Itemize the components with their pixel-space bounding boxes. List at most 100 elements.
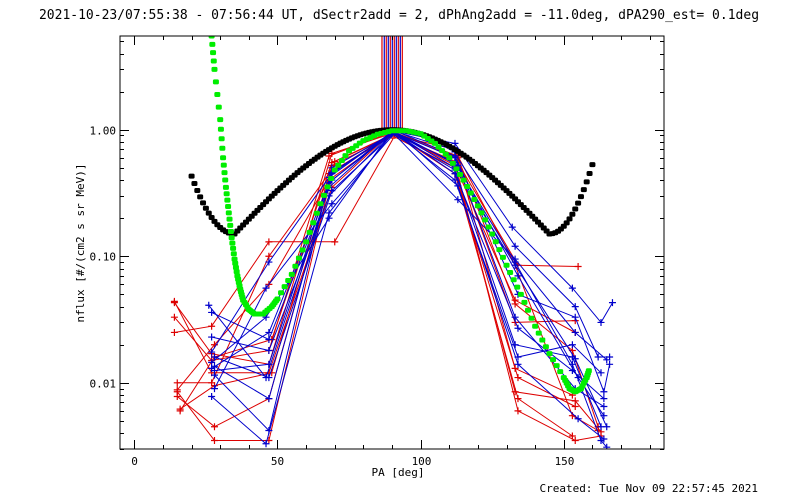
data-point: [173, 392, 181, 400]
model-point: [499, 254, 506, 260]
model-point: [233, 269, 240, 275]
model-point: [485, 224, 492, 230]
model-point: [585, 368, 592, 374]
model-point: [285, 277, 292, 283]
data-point: [600, 403, 608, 411]
model-point: [194, 187, 201, 193]
data-point: [208, 348, 216, 356]
model-point: [225, 204, 232, 210]
data-point: [325, 214, 333, 222]
model-point: [321, 192, 327, 198]
data-point: [514, 360, 522, 368]
data-point: [265, 347, 273, 355]
model-point: [217, 126, 224, 132]
model-point: [457, 171, 463, 177]
data-point: [265, 374, 273, 382]
model-point: [467, 190, 474, 196]
data-point: [514, 407, 522, 415]
model-point: [202, 205, 209, 211]
series-line: [214, 132, 602, 389]
data-point: [210, 385, 218, 393]
data-point: [265, 258, 273, 266]
model-point: [205, 210, 212, 216]
series-line: [214, 130, 605, 440]
data-point: [571, 328, 579, 336]
series-line: [211, 131, 608, 448]
model-point: [572, 206, 579, 212]
chart-title: 2021-10-23/07:55:38 - 07:56:44 UT, dSect…: [39, 8, 759, 23]
data-point: [511, 255, 519, 263]
data-point: [574, 415, 582, 423]
data-point: [265, 335, 273, 343]
model-point: [310, 220, 317, 226]
data-point: [208, 379, 216, 387]
model-point: [575, 200, 582, 206]
x-tick-label: 0: [131, 455, 138, 468]
data-point: [608, 299, 616, 307]
data-point: [208, 358, 216, 366]
data-point: [262, 284, 270, 292]
data-point: [597, 369, 605, 377]
model-point: [464, 184, 471, 190]
model-point: [211, 66, 218, 72]
model-point: [197, 194, 204, 200]
model-point: [583, 179, 590, 185]
data-point: [173, 379, 181, 387]
model-point: [557, 369, 564, 375]
data-point: [170, 313, 178, 321]
model-point: [566, 216, 573, 222]
series-line: [214, 131, 605, 399]
y-tick-label: 1.00: [90, 125, 117, 138]
data-point: [514, 324, 522, 332]
model-point: [281, 284, 288, 290]
model-point: [210, 58, 217, 64]
data-point: [568, 432, 576, 440]
model-point: [220, 155, 227, 161]
model-point: [510, 277, 517, 283]
model-point: [191, 181, 198, 187]
model-point: [335, 162, 342, 168]
data-point: [262, 440, 270, 448]
plot-area: [170, 36, 616, 449]
data-point: [568, 284, 576, 292]
model-point: [274, 296, 281, 302]
data-point: [571, 437, 579, 445]
model-point: [288, 271, 295, 277]
model-point: [214, 91, 221, 97]
data-point: [511, 261, 519, 269]
model-point: [331, 167, 338, 173]
model-point: [514, 284, 521, 290]
model-point: [528, 315, 535, 321]
data-point: [265, 427, 273, 435]
model-point: [219, 145, 226, 151]
model-point: [231, 256, 238, 262]
model-point: [230, 245, 237, 251]
model-point: [188, 173, 195, 179]
model-point: [553, 363, 560, 369]
x-tick-label: 100: [412, 455, 432, 468]
data-point: [571, 313, 579, 321]
model-point: [569, 211, 576, 217]
model-point: [586, 171, 593, 177]
model-point: [295, 255, 302, 261]
data-point: [454, 196, 462, 204]
model-point: [227, 229, 234, 235]
data-point: [571, 303, 579, 311]
model-point: [313, 210, 320, 216]
model-point: [223, 191, 230, 197]
axes: 0 50 100 150 0.01 0.10 1.00: [90, 35, 665, 468]
model-point: [517, 291, 524, 297]
data-point: [173, 386, 181, 394]
model-point: [449, 160, 456, 166]
data-point: [208, 392, 216, 400]
data-point: [454, 182, 462, 190]
series-line: [214, 131, 605, 432]
model-point: [220, 162, 227, 168]
data-point: [328, 187, 336, 195]
model-point: [535, 330, 542, 336]
data-point: [511, 341, 519, 349]
model-point: [227, 222, 234, 228]
data-point: [210, 423, 218, 431]
model-point: [200, 200, 207, 206]
model-point: [217, 117, 224, 123]
